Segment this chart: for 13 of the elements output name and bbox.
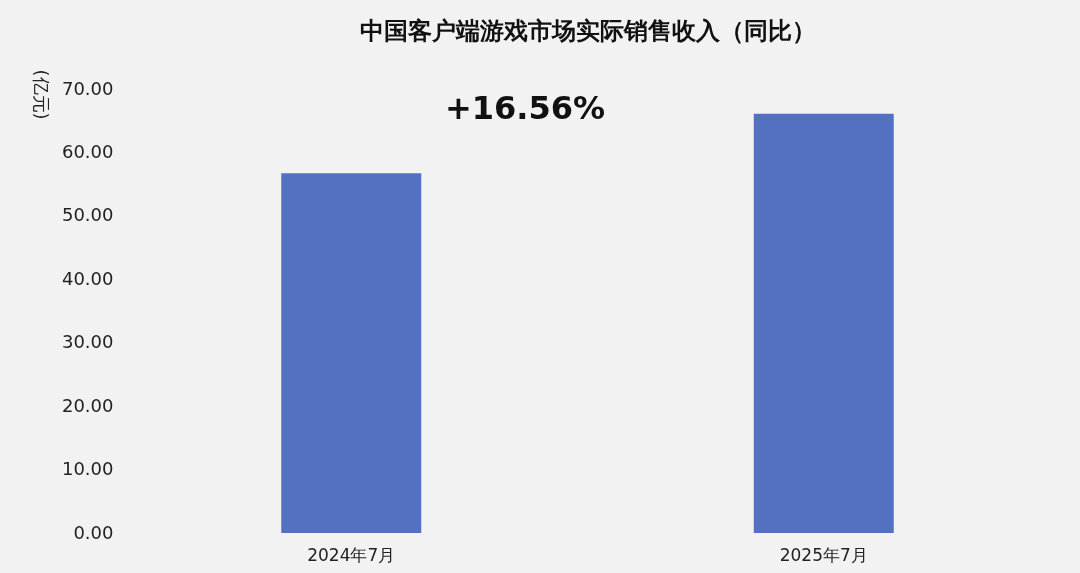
annotation: +16.56% — [444, 89, 606, 127]
y-tick-label: 10.00 — [61, 458, 114, 480]
x-tick-label: 2024年7月 — [307, 544, 396, 565]
y-tick-label: 20.00 — [61, 394, 114, 416]
y-tick-label: 40.00 — [61, 267, 114, 289]
y-tick-label: 70.00 — [61, 77, 114, 99]
y-axis-title: (亿元) — [30, 69, 52, 120]
y-tick-label: 30.00 — [61, 331, 114, 353]
y-tick-label: 0.00 — [73, 521, 114, 543]
chart-title: 中国客户端游戏市场实际销售收入（同比） — [359, 17, 816, 45]
y-tick-label: 60.00 — [61, 140, 114, 162]
y-tick-label: 50.00 — [61, 204, 114, 226]
x-tick-label: 2025年7月 — [779, 544, 868, 565]
